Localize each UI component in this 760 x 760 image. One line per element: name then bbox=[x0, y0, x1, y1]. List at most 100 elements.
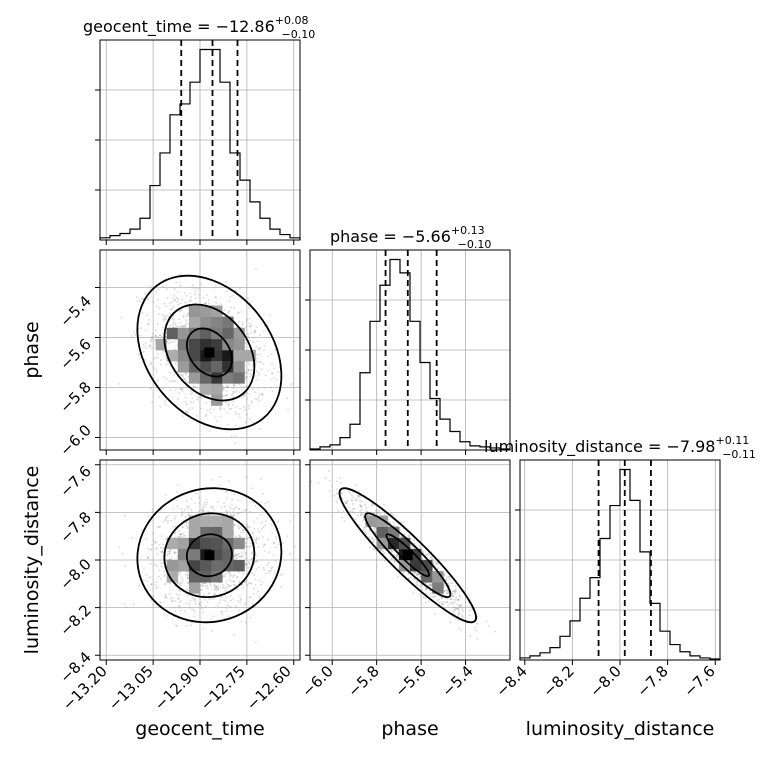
scatter-point bbox=[202, 582, 205, 585]
scatter-point bbox=[255, 268, 257, 271]
scatter-point bbox=[162, 543, 165, 546]
scatter-point bbox=[246, 525, 249, 528]
scatter-point bbox=[185, 521, 188, 524]
scatter-point bbox=[224, 587, 227, 590]
scatter-point bbox=[247, 368, 250, 371]
scatter-point bbox=[189, 292, 192, 295]
scatter-point bbox=[371, 537, 374, 540]
scatter-point bbox=[255, 538, 258, 541]
scatter-point bbox=[408, 534, 410, 537]
scatter-point bbox=[172, 324, 174, 326]
scatter-point bbox=[168, 552, 170, 555]
scatter-point bbox=[349, 510, 352, 513]
scatter-point bbox=[190, 621, 193, 624]
scatter-point bbox=[245, 319, 248, 322]
density-cell bbox=[432, 582, 444, 594]
scatter-point bbox=[417, 583, 419, 585]
scatter-point bbox=[375, 527, 377, 530]
scatter-point bbox=[181, 525, 184, 528]
scatter-point bbox=[457, 619, 460, 622]
scatter-point bbox=[365, 532, 367, 535]
scatter-point bbox=[199, 593, 201, 596]
contour-scatter-geocent_time-phase-1 bbox=[163, 303, 256, 402]
scatter-point bbox=[209, 584, 212, 587]
scatter-point bbox=[274, 560, 277, 562]
scatter-point bbox=[149, 363, 152, 366]
scatter-point bbox=[438, 601, 440, 604]
scatter-point bbox=[191, 608, 193, 611]
scatter-point bbox=[245, 621, 247, 624]
scatter-point bbox=[154, 335, 157, 338]
scatter-point bbox=[197, 497, 200, 499]
scatter-point bbox=[185, 379, 187, 382]
scatter-point bbox=[150, 548, 153, 551]
scatter-point bbox=[245, 385, 248, 387]
scatter-point bbox=[182, 415, 184, 417]
scatter-point bbox=[254, 330, 257, 332]
xtick-luminosity_distance-1: −8.2 bbox=[539, 662, 577, 700]
scatter-point bbox=[415, 581, 417, 584]
scatter-point bbox=[259, 514, 262, 516]
scatter-point bbox=[162, 326, 165, 329]
scatter-point bbox=[151, 337, 154, 340]
scatter-point bbox=[233, 493, 236, 496]
scatter-point bbox=[155, 368, 158, 371]
scatter-point bbox=[433, 561, 435, 563]
scatter-point bbox=[260, 528, 263, 530]
scatter-point bbox=[118, 546, 121, 548]
scatter-point bbox=[224, 575, 226, 578]
scatter-point bbox=[267, 562, 270, 564]
scatter-point bbox=[242, 529, 245, 531]
scatter-point bbox=[351, 494, 353, 497]
xtick-phase-1: −5.8 bbox=[344, 662, 382, 700]
scatter-point bbox=[266, 564, 268, 567]
scatter-point bbox=[328, 489, 331, 492]
ytick-phase-2: −5.8 bbox=[56, 378, 94, 416]
scatter-point bbox=[289, 552, 292, 555]
scatter-point bbox=[230, 435, 233, 437]
density-cell bbox=[188, 560, 201, 572]
scatter-point bbox=[229, 507, 232, 510]
scatter-point bbox=[230, 594, 232, 597]
scatter-point bbox=[257, 590, 260, 593]
scatter-point bbox=[187, 512, 190, 514]
scatter-point bbox=[368, 529, 371, 532]
scatter-point bbox=[456, 608, 459, 610]
scatter-point bbox=[162, 561, 165, 564]
scatter-point bbox=[378, 512, 381, 514]
scatter-point bbox=[415, 572, 418, 575]
scatter-point bbox=[245, 523, 248, 526]
scatter-point bbox=[248, 318, 251, 320]
scatter-point bbox=[345, 502, 348, 505]
scatter-point bbox=[231, 403, 234, 406]
scatter-point bbox=[273, 542, 275, 545]
scatter-point bbox=[183, 292, 186, 294]
scatter-point bbox=[159, 601, 161, 604]
scatter-point bbox=[427, 553, 430, 555]
scatter-point bbox=[191, 407, 194, 409]
scatter-point bbox=[178, 590, 181, 593]
scatter-point bbox=[232, 294, 235, 296]
scatter-point bbox=[250, 324, 253, 326]
scatter-point bbox=[249, 302, 252, 304]
scatter-point bbox=[264, 550, 266, 552]
scatter-point bbox=[263, 325, 266, 327]
scatter-point bbox=[169, 371, 172, 374]
scatter-point bbox=[443, 601, 445, 603]
scatter-point bbox=[412, 572, 415, 575]
scatter-point bbox=[433, 596, 436, 598]
scatter-point bbox=[159, 359, 162, 361]
scatter-point bbox=[228, 579, 231, 581]
scatter-point bbox=[165, 552, 168, 555]
scatter-point bbox=[224, 610, 227, 612]
scatter-point bbox=[248, 561, 251, 564]
scatter-point bbox=[150, 336, 153, 339]
scatter-point bbox=[139, 300, 141, 303]
scatter-point bbox=[374, 509, 377, 512]
density-cell bbox=[222, 526, 234, 539]
scatter-point bbox=[170, 597, 172, 600]
scatter-point bbox=[245, 545, 248, 548]
scatter-point bbox=[357, 494, 360, 497]
scatter-point bbox=[188, 505, 190, 508]
scatter-point bbox=[145, 574, 148, 576]
